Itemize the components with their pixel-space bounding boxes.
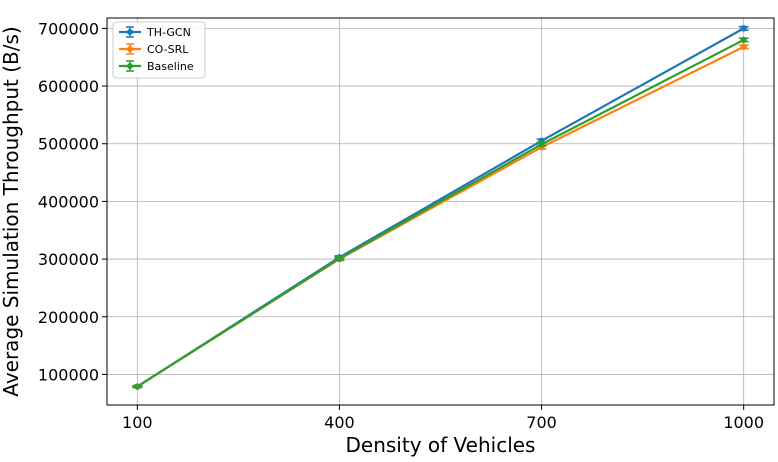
legend-box <box>112 21 206 79</box>
legend-swatch-marker <box>127 29 133 35</box>
data-point <box>336 255 343 262</box>
y-tick-label: 100000 <box>38 365 99 384</box>
legend-item: CO-SRL <box>119 43 189 56</box>
y-tick-label: 300000 <box>38 250 99 269</box>
data-point <box>740 36 747 44</box>
y-tick-label: 200000 <box>38 308 99 327</box>
y-tick-label: 400000 <box>38 192 99 211</box>
series-line <box>136 27 745 388</box>
x-axis-label: Density of Vehicles <box>346 433 536 457</box>
ticks: 100 400 700 1000 100000 200000 300000 400000 500… <box>38 19 764 432</box>
series-th-gcn <box>132 25 749 390</box>
series-line <box>136 45 745 388</box>
legend-label: TH-GCN <box>146 26 191 39</box>
x-tick-label: 100 <box>122 413 153 432</box>
y-tick-label: 600000 <box>38 77 99 96</box>
plot-frame <box>106 17 775 406</box>
series-layer <box>132 25 749 390</box>
x-tick-label: 400 <box>324 413 355 432</box>
y-tick-label: 700000 <box>38 19 99 38</box>
data-point <box>538 141 545 148</box>
legend-label: Baseline <box>147 60 194 73</box>
series-baseline <box>132 36 749 390</box>
x-tick-label: 1000 <box>723 413 764 432</box>
data-point <box>740 43 747 51</box>
y-tick-label: 500000 <box>38 135 99 154</box>
legend-item: Baseline <box>119 60 194 73</box>
data-point <box>740 25 747 32</box>
y-axis-label: Average Simulation Throughput (B/s) <box>0 26 23 396</box>
x-tick-label: 700 <box>526 413 557 432</box>
legend-swatch-marker <box>127 63 133 69</box>
data-point <box>134 383 141 390</box>
legend-label: CO-SRL <box>147 43 189 56</box>
legend: TH-GCN CO-SRL Baseline <box>112 21 206 79</box>
series-co-srl <box>132 43 749 390</box>
legend-item: TH-GCN <box>119 26 191 39</box>
legend-swatch-marker <box>127 46 133 52</box>
series-line <box>136 38 745 388</box>
